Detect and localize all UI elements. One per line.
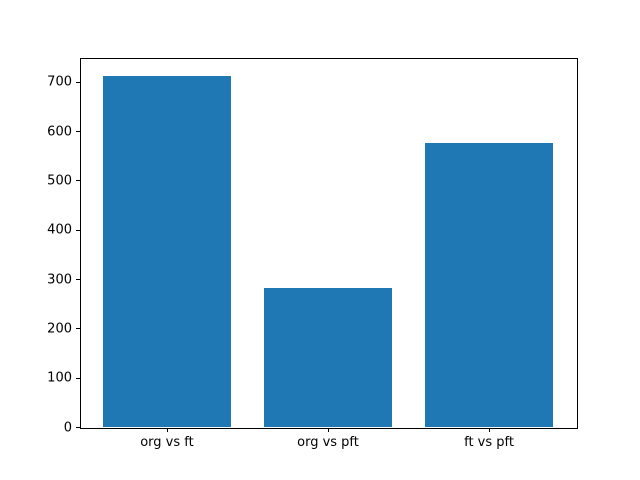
- bar-org-vs-pft: [263, 288, 393, 427]
- y-tick-mark: [76, 131, 80, 132]
- x-tick-label: org vs ft: [140, 435, 194, 450]
- y-tick-label: 500: [47, 173, 72, 189]
- y-tick-label: 100: [47, 370, 72, 386]
- x-tick-mark: [489, 428, 491, 432]
- y-tick-label: 600: [47, 124, 72, 139]
- y-tick-mark: [76, 427, 80, 428]
- y-tick-mark: [76, 279, 80, 280]
- y-tick-mark: [76, 328, 80, 330]
- y-tick-mark: [76, 377, 80, 379]
- y-tick-mark: [76, 180, 80, 182]
- y-tick-label: 700: [47, 74, 72, 90]
- y-tick-mark: [76, 81, 80, 83]
- x-tick-mark: [166, 428, 168, 432]
- bar-ft-vs-pft: [424, 143, 554, 427]
- y-tick-label: 300: [47, 272, 72, 287]
- y-tick-label: 200: [47, 321, 72, 337]
- x-tick-label: org vs pft: [297, 435, 359, 450]
- x-tick-mark: [328, 428, 329, 432]
- y-tick-mark: [76, 229, 80, 231]
- x-tick-label: ft vs pft: [464, 435, 514, 450]
- bar-org-vs-ft: [102, 75, 232, 427]
- y-tick-label: 0: [63, 420, 72, 435]
- y-tick-label: 400: [47, 222, 72, 238]
